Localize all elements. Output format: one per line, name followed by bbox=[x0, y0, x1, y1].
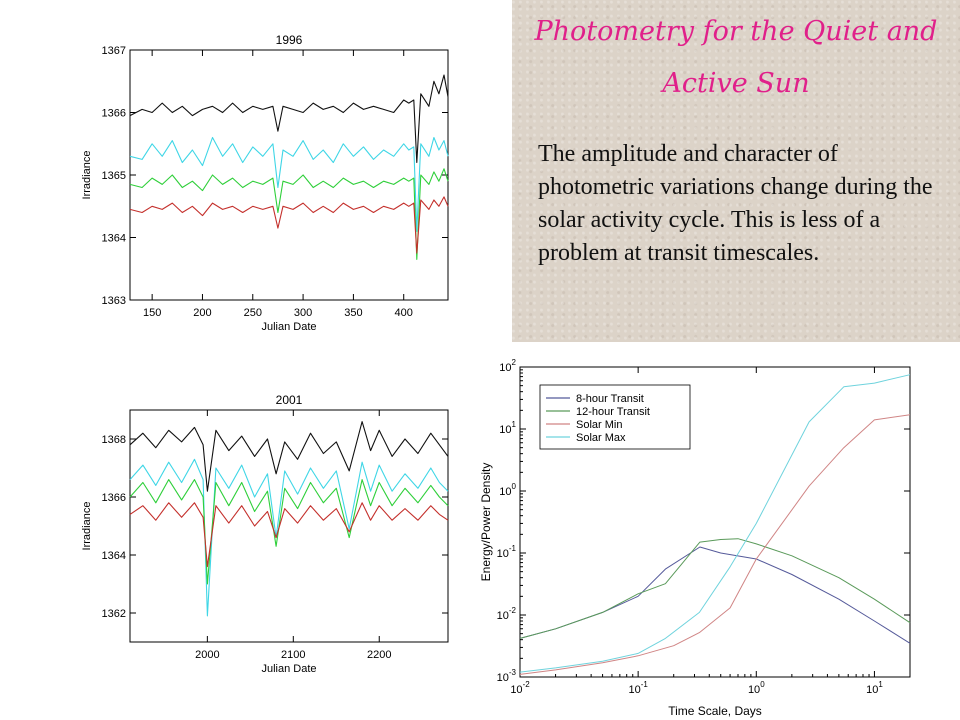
series-line-solar-min bbox=[519, 414, 911, 675]
x-tick-label: 300 bbox=[294, 307, 312, 319]
slide-body-text: The amplitude and character of photometr… bbox=[538, 141, 933, 266]
series-line-0 bbox=[129, 421, 449, 492]
x-axis-label: Time Scale, Days bbox=[668, 704, 762, 718]
series-line-2 bbox=[129, 168, 449, 260]
y-tick-label: 1362 bbox=[102, 608, 126, 620]
x-tick-label: 2000 bbox=[195, 649, 219, 661]
legend-entry: Solar Max bbox=[576, 432, 626, 444]
legend-entry: Solar Min bbox=[576, 419, 622, 431]
chart-1996: 150 200 250 300 350 400 1363 1364 1365 1366 1367 19… bbox=[82, 33, 449, 333]
y-tick-label: 100 bbox=[499, 482, 516, 498]
x-tick-label: 101 bbox=[866, 680, 883, 696]
y-axis-label: Irradiance bbox=[82, 502, 93, 551]
legend-box bbox=[539, 384, 691, 450]
series-line-solar-max bbox=[519, 374, 911, 673]
x-tick-label: 2200 bbox=[367, 649, 391, 661]
legend-entry: 12-hour Transit bbox=[576, 406, 650, 418]
x-tick-label: 200 bbox=[193, 307, 211, 319]
y-tick-label: 1364 bbox=[102, 550, 126, 562]
x-tick-label: 10-2 bbox=[510, 680, 530, 696]
y-tick-label: 101 bbox=[499, 420, 516, 436]
y-axis-label: Irradiance bbox=[82, 151, 93, 200]
chart-energy-power-density: 10-2 10-1 100 10110-310-210-1100101102Time … bbox=[480, 358, 911, 718]
series-line-12-hour-transit bbox=[519, 538, 911, 639]
y-tick-label: 1364 bbox=[102, 233, 126, 245]
y-tick-label: 10-2 bbox=[497, 606, 517, 622]
series-line-2 bbox=[129, 479, 449, 585]
chart-title: 2001 bbox=[276, 393, 303, 407]
x-tick-label: 150 bbox=[143, 307, 161, 319]
y-tick-label: 1363 bbox=[102, 295, 126, 307]
series-line-3 bbox=[129, 502, 449, 568]
y-tick-label: 1365 bbox=[102, 170, 126, 182]
series-line-0 bbox=[129, 74, 449, 164]
y-tick-label: 1366 bbox=[102, 492, 126, 504]
series-line-8-hour-transit bbox=[519, 546, 911, 644]
x-tick-label: 100 bbox=[748, 680, 765, 696]
legend-entry: 8-hour Transit bbox=[576, 393, 644, 405]
y-tick-label: 10-3 bbox=[497, 668, 517, 684]
y-tick-label: 102 bbox=[499, 358, 516, 374]
series-line-1 bbox=[129, 136, 449, 232]
series-line-1 bbox=[129, 458, 449, 617]
y-axis-label: Energy/Power Density bbox=[480, 463, 493, 582]
x-tick-label: 250 bbox=[244, 307, 262, 319]
slide-title: Photometry for the Quiet and Active Sun bbox=[534, 16, 938, 99]
plot-frame bbox=[519, 366, 911, 678]
x-tick-label: 10-1 bbox=[628, 680, 648, 696]
x-tick-label: 400 bbox=[395, 307, 413, 319]
chart-2001: 2000 2100 2200 1362 1364 1366 1368 2001 Julian D… bbox=[82, 393, 449, 675]
x-tick-label: 350 bbox=[344, 307, 362, 319]
plot-frame bbox=[129, 49, 449, 301]
y-tick-label: 10-1 bbox=[497, 544, 517, 560]
y-tick-label: 1368 bbox=[102, 434, 126, 446]
x-axis-label: Julian Date bbox=[261, 321, 316, 333]
plot-frame bbox=[129, 409, 449, 643]
x-axis-label: Julian Date bbox=[261, 663, 316, 675]
x-tick-label: 2100 bbox=[281, 649, 305, 661]
y-tick-label: 1367 bbox=[102, 45, 126, 57]
title-panel: Photometry for the Quiet and Active Sun … bbox=[512, 0, 960, 342]
y-tick-label: 1366 bbox=[102, 108, 126, 120]
chart-title: 1996 bbox=[276, 33, 303, 47]
series-line-3 bbox=[129, 196, 449, 254]
